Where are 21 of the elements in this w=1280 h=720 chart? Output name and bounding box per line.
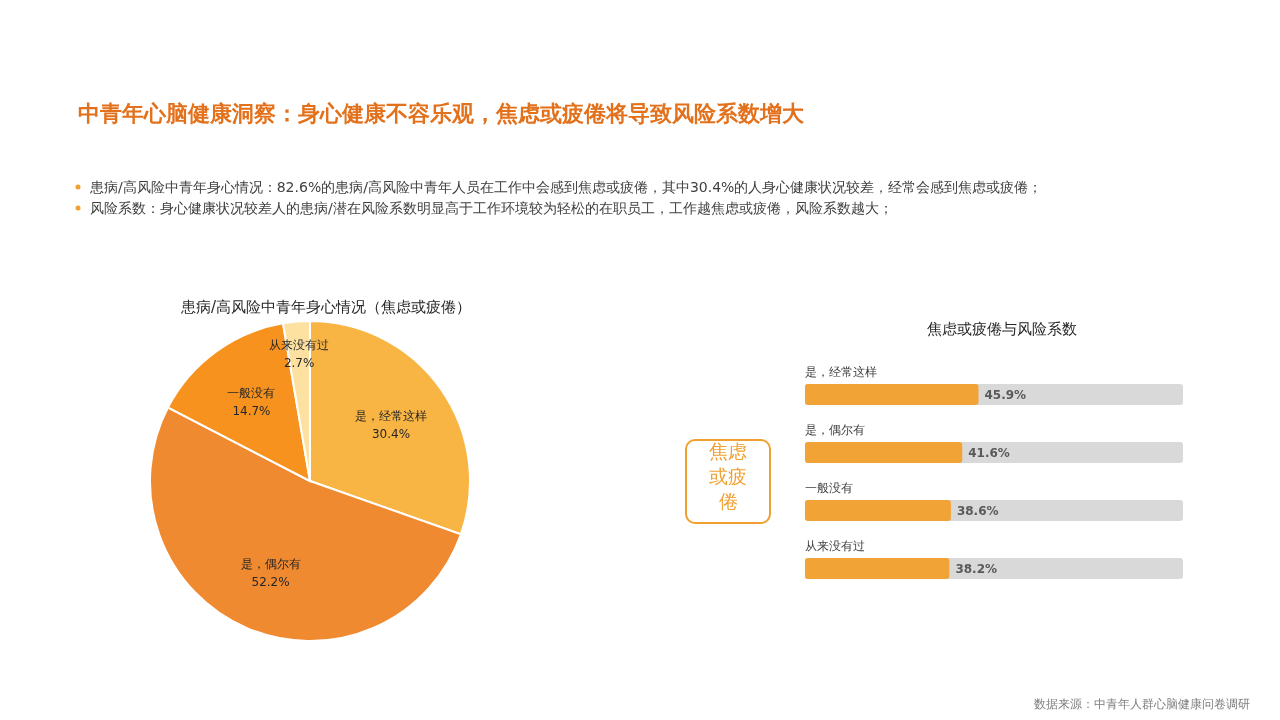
chart-title: 患病/高风险中青年身心情况（焦虑或疲倦）: [179, 298, 472, 316]
y-tick-label: 是，经常这样: [805, 365, 877, 379]
text: 患病/高风险中青年身心情况：82.6%的患病/高风险中青年人员在工作中会感到焦虑或疲倦，其中30.4%的人身心健康状况较差，经常会感到焦虑或疲倦；: [89, 179, 1043, 195]
y-tick-label: 一般没有: [805, 481, 853, 495]
y-axis-title: 焦虑或疲倦: [709, 440, 747, 512]
text: 风险系数：身心健康状况较差人的患病/潜在风险系数明显高于工作环境较为轻松的在职员工，工作越焦虑或疲倦，风险系数越大；: [90, 200, 893, 216]
data-label: 38.6%: [956, 504, 999, 518]
data-label: 14.7%: [232, 403, 271, 418]
data-label: 38.2%: [955, 562, 998, 576]
data-label: 52.2%: [251, 575, 290, 590]
source-note: 数据来源：中青年人群心脑健康问卷调研: [1034, 697, 1250, 711]
data-label: 41.6%: [968, 446, 1010, 460]
slice-label: 是，偶尔有: [240, 557, 301, 572]
chart-title: 焦虑或疲倦与风险系数: [927, 320, 1077, 338]
text: 中青年心脑健康洞察：身心健康不容乐观，焦虑或疲倦将导致风险系数增大: [78, 101, 805, 126]
slice-label: 一般没有: [227, 385, 276, 400]
y-tick-label: 从来没有过: [805, 539, 865, 553]
data-label: 30.4%: [371, 426, 411, 441]
y-tick-label: 是，偶尔有: [805, 423, 865, 437]
data-label: 45.9%: [984, 388, 1027, 402]
slice-label: 是，经常这样: [354, 408, 427, 423]
